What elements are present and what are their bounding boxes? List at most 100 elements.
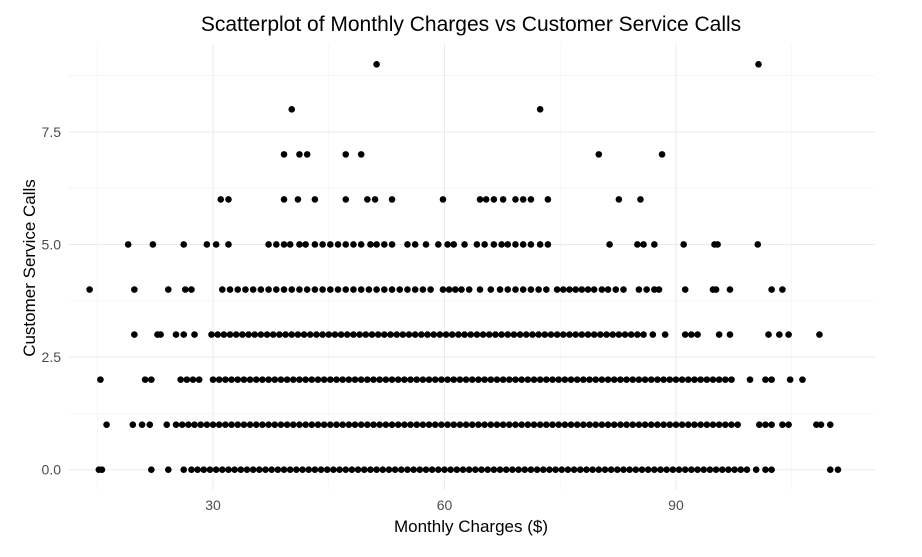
data-points [86, 60, 842, 474]
data-point [382, 376, 390, 383]
data-point [709, 421, 717, 428]
data-point [604, 286, 612, 293]
data-point [164, 466, 172, 474]
data-point [643, 286, 650, 293]
x-tick-label: 90 [668, 497, 684, 513]
data-point [543, 376, 550, 383]
data-point [527, 286, 535, 293]
data-point [385, 466, 393, 474]
data-point [604, 421, 612, 428]
data-point [342, 466, 350, 474]
data-point [314, 376, 322, 383]
data-point [703, 421, 711, 428]
data-point [473, 331, 481, 338]
data-point [482, 196, 490, 203]
data-point [560, 286, 567, 293]
data-point [660, 421, 667, 428]
data-point [518, 421, 525, 428]
data-point [654, 376, 661, 383]
data-point [407, 376, 414, 383]
data-point [681, 286, 689, 293]
data-point [342, 241, 350, 248]
data-point [404, 286, 411, 293]
data-point [231, 466, 238, 474]
data-point [181, 286, 189, 293]
data-point [354, 466, 362, 474]
data-point [374, 331, 382, 338]
data-point [178, 421, 186, 428]
data-point [549, 421, 556, 428]
data-point [722, 376, 729, 383]
data-point [164, 286, 172, 293]
data-point [271, 376, 279, 383]
data-point [368, 331, 376, 338]
data-point [249, 466, 257, 474]
x-axis-tick-labels: 30 60 90 [205, 497, 684, 513]
data-point [239, 331, 246, 338]
data-point [373, 60, 380, 68]
data-point [601, 466, 609, 474]
data-point [333, 376, 340, 383]
data-point [388, 286, 396, 293]
data-point [265, 376, 272, 383]
data-point [422, 241, 430, 248]
data-point [280, 286, 288, 293]
data-point [419, 286, 427, 293]
data-point [393, 331, 400, 338]
data-point [138, 421, 146, 428]
data-point [506, 421, 513, 428]
data-point [289, 421, 297, 428]
data-point [678, 421, 686, 428]
data-point [391, 466, 399, 474]
data-point [325, 331, 333, 338]
data-point [543, 286, 550, 293]
data-point [680, 241, 687, 248]
data-point [294, 331, 302, 338]
data-point [610, 421, 618, 428]
data-point [516, 331, 524, 338]
data-point [246, 421, 254, 428]
data-point [623, 376, 630, 383]
data-point [303, 286, 311, 293]
data-point [691, 376, 698, 383]
data-point [97, 376, 104, 383]
data-point [208, 331, 215, 338]
data-point [467, 331, 475, 338]
data-point [566, 286, 573, 293]
data-point [654, 421, 661, 428]
data-point [294, 196, 302, 203]
data-point [635, 376, 643, 383]
data-point [476, 286, 484, 293]
data-point [459, 466, 467, 474]
data-point [589, 466, 596, 474]
data-point [129, 421, 137, 428]
data-point [779, 421, 786, 428]
data-point [681, 331, 689, 338]
data-point [576, 466, 584, 474]
data-point [475, 376, 482, 383]
data-point [364, 376, 371, 383]
data-point [694, 466, 701, 474]
data-point [370, 421, 377, 428]
data-point [584, 331, 592, 338]
data-point [472, 466, 479, 474]
data-point [277, 421, 285, 428]
data-point [499, 421, 507, 428]
data-point [606, 241, 613, 248]
data-point [768, 376, 775, 383]
data-point [242, 286, 249, 293]
data-point [357, 241, 365, 248]
data-point [564, 466, 572, 474]
data-point [222, 376, 229, 383]
data-point [567, 421, 575, 428]
data-point [342, 196, 350, 203]
data-point [603, 331, 610, 338]
data-point [458, 286, 465, 293]
data-point [546, 466, 553, 474]
data-point [476, 196, 484, 203]
data-point [561, 376, 569, 383]
data-point [263, 331, 271, 338]
data-point [343, 331, 351, 338]
data-point [259, 376, 266, 383]
data-point [376, 421, 383, 428]
